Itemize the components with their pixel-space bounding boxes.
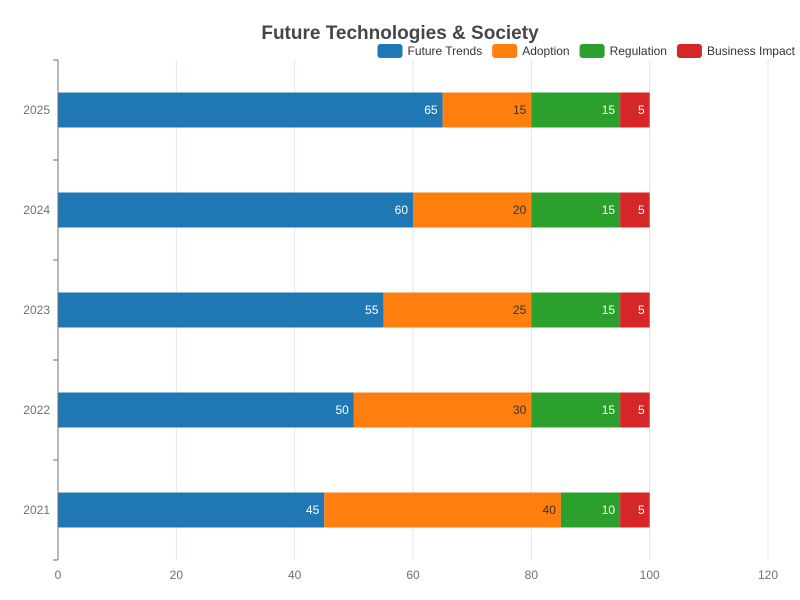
bar-value-label: 5 <box>638 403 645 417</box>
bar-segment <box>353 392 532 428</box>
bar-value-label: 25 <box>513 303 527 317</box>
y-tick-label: 2025 <box>23 103 50 117</box>
legend-label: Business Impact <box>707 44 796 58</box>
y-tick-label: 2024 <box>23 203 50 217</box>
bar-value-label: 60 <box>395 203 409 217</box>
bar-value-label: 15 <box>602 303 616 317</box>
legend-swatch <box>676 44 702 58</box>
bar-value-label: 5 <box>638 203 645 217</box>
x-tick-label: 0 <box>55 568 62 582</box>
bar-value-label: 10 <box>602 503 616 517</box>
bar-segment <box>560 492 621 528</box>
bar-value-label: 15 <box>602 103 616 117</box>
bar-labels: 45 40 10 550 30 15 555 25 15 560 20 15 565 15 15 5 <box>306 103 645 517</box>
legend-label: Adoption <box>522 44 569 58</box>
bar-segment <box>531 292 621 328</box>
bar-segment <box>58 292 384 328</box>
x-tick-label: 40 <box>288 568 302 582</box>
x-tick-label: 60 <box>406 568 420 582</box>
bars <box>58 92 650 528</box>
bar-segment <box>324 492 561 528</box>
legend-label: Regulation <box>610 44 667 58</box>
legend[interactable]: Future Trends Adoption Regulation Business … <box>377 44 796 58</box>
bar-segment <box>620 492 650 528</box>
x-tick-label: 80 <box>525 568 539 582</box>
legend-item[interactable]: Future Trends <box>377 44 483 58</box>
bar-segment <box>58 392 354 428</box>
bar-value-label: 15 <box>513 103 527 117</box>
legend-label: Future Trends <box>408 44 483 58</box>
bar-segment <box>620 92 650 128</box>
bar-segment <box>620 392 650 428</box>
bar-segment <box>58 192 413 228</box>
bar-value-label: 50 <box>335 403 349 417</box>
bar-segment <box>620 192 650 228</box>
legend-item[interactable]: Regulation <box>579 44 667 58</box>
bar-value-label: 45 <box>306 503 320 517</box>
y-tick-label: 2021 <box>23 503 50 517</box>
legend-item[interactable]: Business Impact <box>676 44 796 58</box>
bar-value-label: 65 <box>424 103 438 117</box>
bar-segment <box>383 292 532 328</box>
y-tick-label: 2023 <box>23 303 50 317</box>
bar-value-label: 15 <box>602 403 616 417</box>
bar-segment <box>531 192 621 228</box>
bar-value-label: 55 <box>365 303 379 317</box>
bar-value-label: 30 <box>513 403 527 417</box>
legend-swatch <box>579 44 605 58</box>
bar-segment <box>58 92 443 128</box>
bar-segment <box>620 292 650 328</box>
x-tick-label: 120 <box>758 568 778 582</box>
x-tick-label: 100 <box>640 568 660 582</box>
bar-value-label: 5 <box>638 503 645 517</box>
bar-segment <box>413 192 532 228</box>
legend-item[interactable]: Adoption <box>492 44 570 58</box>
legend-swatch <box>377 44 403 58</box>
bar-value-label: 5 <box>638 303 645 317</box>
x-tick-label: 20 <box>170 568 184 582</box>
bar-segment <box>531 392 621 428</box>
bar-value-label: 15 <box>602 203 616 217</box>
bar-value-label: 40 <box>543 503 557 517</box>
y-tick-label: 2022 <box>23 403 50 417</box>
bar-value-label: 20 <box>513 203 527 217</box>
bar-segment <box>58 492 325 528</box>
bar-segment <box>442 92 532 128</box>
chart-title: Future Technologies & Society <box>261 23 539 44</box>
legend-swatch <box>492 44 518 58</box>
bar-value-label: 5 <box>638 103 645 117</box>
bar-segment <box>531 92 621 128</box>
